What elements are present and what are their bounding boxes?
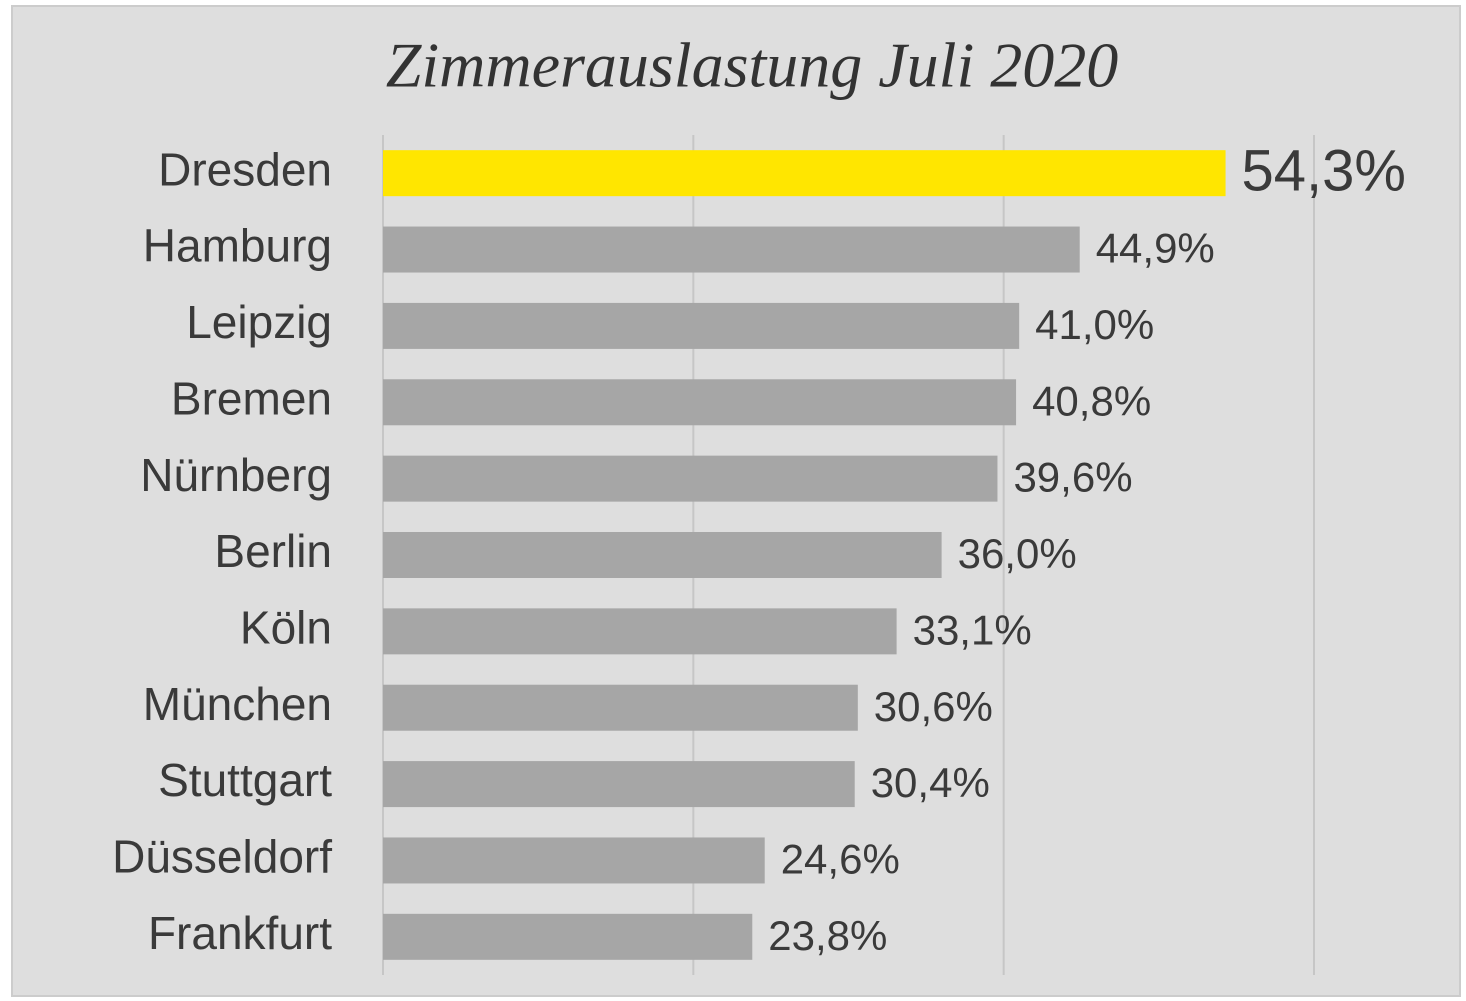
category-label: Leipzig (186, 296, 332, 348)
value-label: 30,6% (874, 683, 993, 730)
value-label: 33,1% (913, 606, 1032, 653)
category-label: Köln (240, 602, 332, 654)
bar (383, 608, 897, 655)
bar (383, 837, 765, 884)
category-label: Nürnberg (140, 449, 332, 501)
value-label: 41,0% (1035, 301, 1154, 348)
bar (383, 913, 753, 960)
category-label: Frankfurt (148, 907, 332, 959)
category-label: Hamburg (143, 220, 332, 272)
category-label: Stuttgart (158, 754, 332, 806)
value-label: 40,8% (1032, 377, 1151, 424)
bar (383, 761, 855, 808)
bar (383, 302, 1020, 349)
value-label: 54,3% (1242, 139, 1406, 204)
chart-title: Zimmerauslastung Juli 2020 (386, 30, 1118, 101)
value-label: 23,8% (768, 912, 887, 959)
category-label: Berlin (214, 525, 332, 577)
bar (383, 150, 1226, 197)
bar (383, 532, 942, 578)
value-label: 30,4% (871, 759, 990, 806)
bar (383, 455, 998, 502)
bar (383, 684, 858, 731)
bar (383, 379, 1017, 426)
category-label: Düsseldorf (112, 831, 332, 883)
value-label: 39,6% (1013, 454, 1132, 501)
value-label: 44,9% (1096, 225, 1215, 272)
value-label: 36,0% (958, 530, 1077, 577)
bar (383, 226, 1080, 273)
category-label: Bremen (171, 372, 332, 424)
category-label: Dresden (158, 143, 332, 195)
category-label: München (143, 678, 332, 730)
value-label: 24,6% (781, 836, 900, 883)
